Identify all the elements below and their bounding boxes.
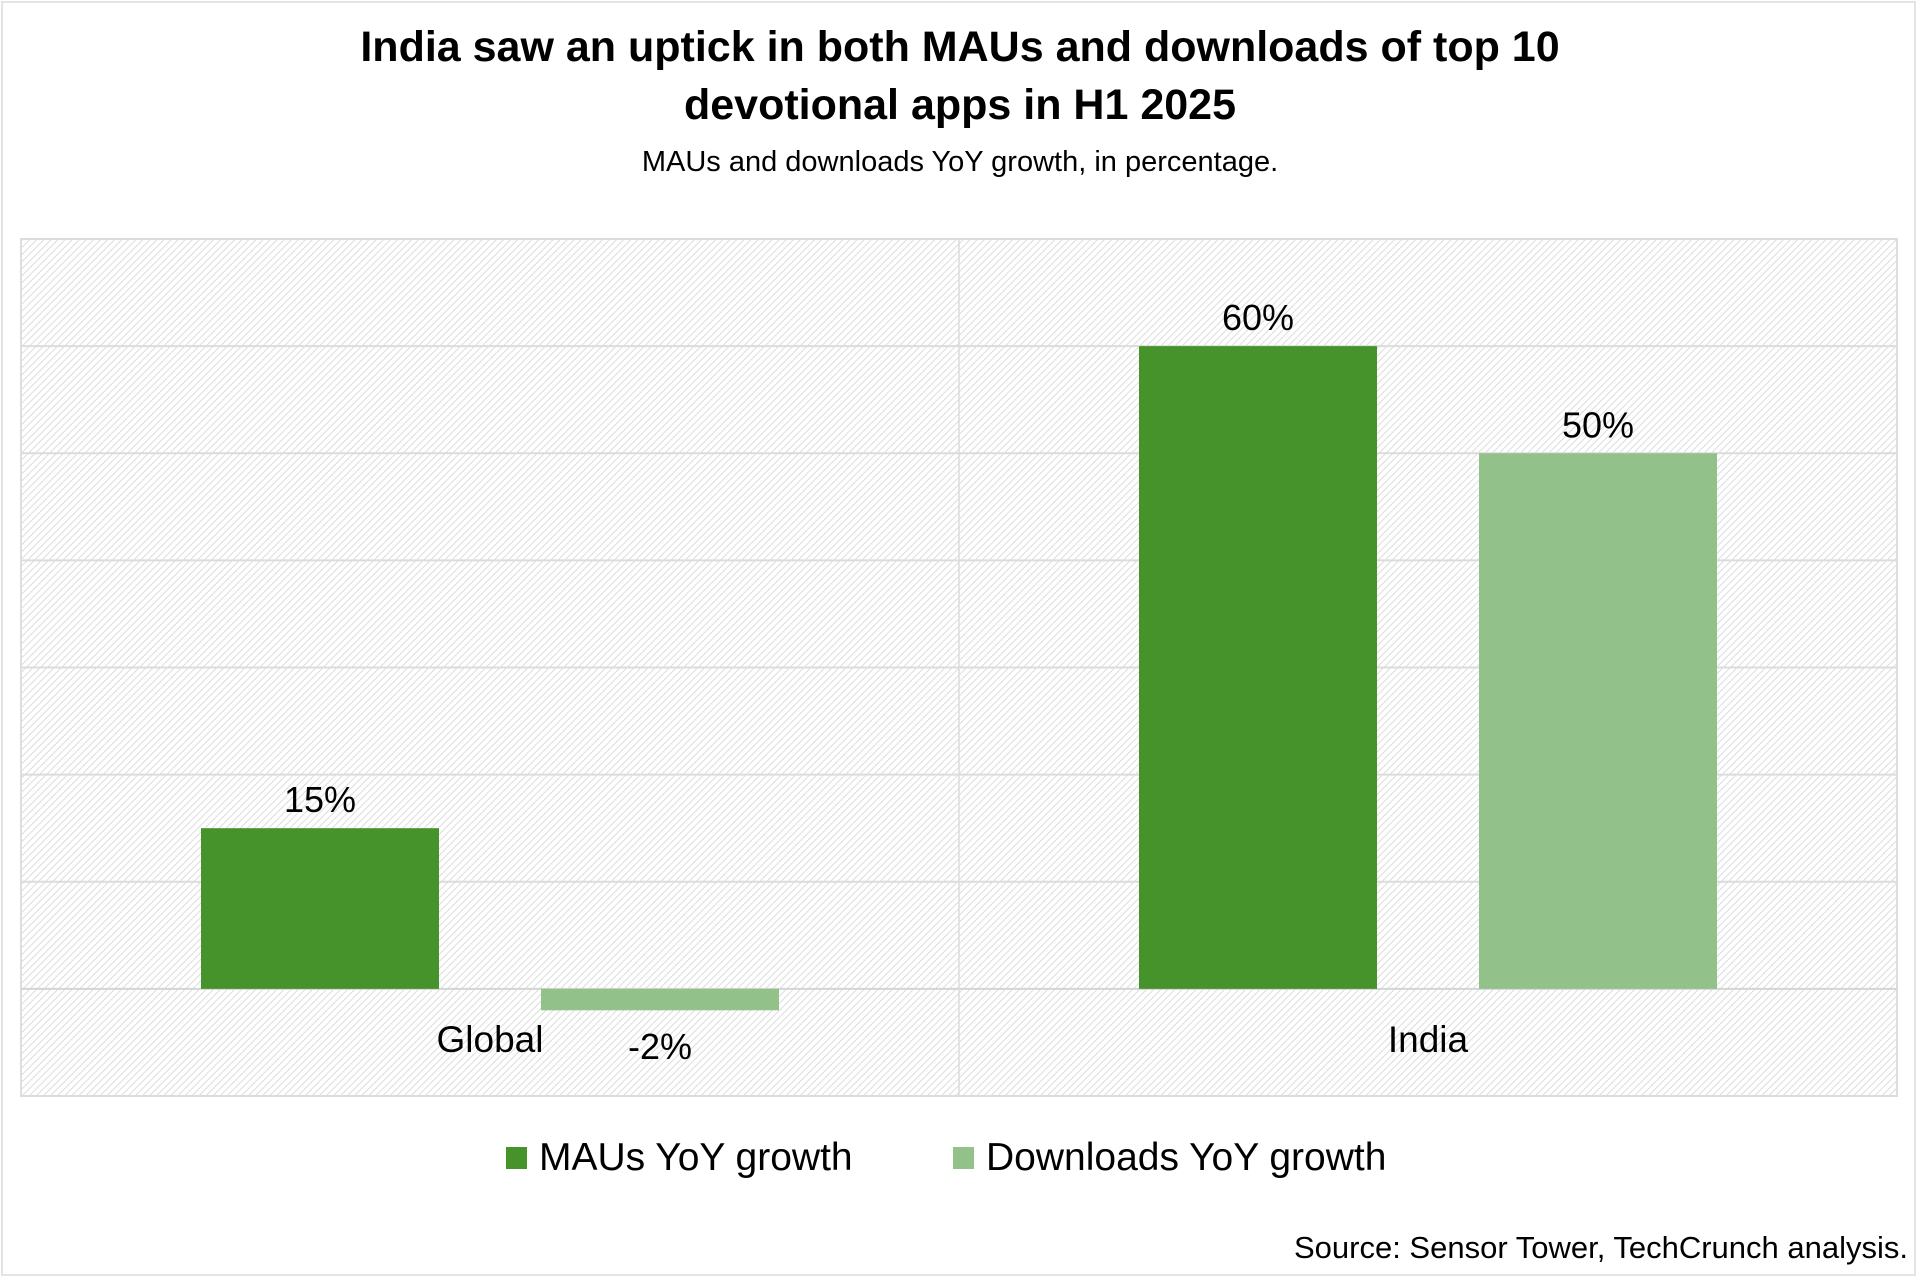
bar-india-maus	[1139, 346, 1377, 989]
data-label: 50%	[1562, 404, 1634, 445]
legend-item-maus: MAUs YoY growth	[506, 1136, 853, 1180]
chart-title-line-1: India saw an uptick in both MAUs and dow…	[360, 23, 1560, 71]
data-label: -2%	[628, 1026, 692, 1067]
legend-label-maus: MAUs YoY growth	[539, 1136, 853, 1179]
legend-item-downloads: Downloads YoY growth	[953, 1136, 1386, 1180]
chart-title-line-2: devotional apps in H1 2025	[683, 81, 1236, 129]
data-label: 60%	[1222, 297, 1294, 338]
legend: MAUs YoY growth Downloads YoY growth	[0, 1136, 1920, 1188]
legend-label-downloads: Downloads YoY growth	[986, 1136, 1387, 1179]
bar-global-maus	[201, 828, 439, 989]
category-label-global: Global	[437, 1019, 544, 1060]
chart-subtitle: MAUs and downloads YoY growth, in percen…	[641, 146, 1279, 178]
chart-title: India saw an uptick in both MAUs and dow…	[0, 18, 1920, 134]
legend-swatch-downloads	[953, 1147, 974, 1169]
data-label: 15%	[284, 779, 356, 820]
legend-swatch-maus	[506, 1147, 527, 1169]
bar-global-downloads	[541, 988, 779, 1011]
bar-india-downloads	[1479, 453, 1717, 989]
source-note: Source: Sensor Tower, TechCrunch analysi…	[1293, 1230, 1908, 1265]
category-label-india: India	[1388, 1019, 1469, 1060]
